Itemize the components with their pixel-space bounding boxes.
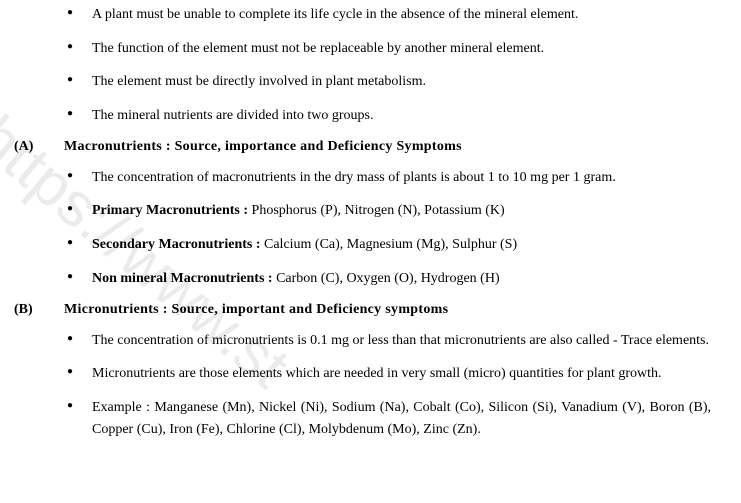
- section-a-label: (A): [10, 139, 64, 155]
- section-b-label: (B): [10, 302, 64, 318]
- list-item: A plant must be unable to complete its l…: [10, 4, 731, 26]
- list-item: Primary Macronutrients : Phosphorus (P),…: [10, 200, 731, 222]
- list-item: The element must be directly involved in…: [10, 71, 731, 93]
- section-a-title: Macronutrients : Source, importance and …: [64, 139, 462, 155]
- list-item: The concentration of macronutrients in t…: [10, 167, 731, 189]
- list-item: Example : Manganese (Mn), Nickel (Ni), S…: [10, 397, 731, 440]
- list-item: Secondary Macronutrients : Calcium (Ca),…: [10, 234, 731, 256]
- intro-bullet-list: A plant must be unable to complete its l…: [10, 4, 731, 127]
- section-a-header: (A) Macronutrients : Source, importance …: [10, 139, 731, 155]
- list-item: The function of the element must not be …: [10, 38, 731, 60]
- document-body: A plant must be unable to complete its l…: [0, 0, 741, 440]
- list-item: Non mineral Macronutrients : Carbon (C),…: [10, 268, 731, 290]
- section-b-bullet-list: The concentration of micronutrients is 0…: [10, 330, 731, 441]
- bullet-rest: Calcium (Ca), Magnesium (Mg), Sulphur (S…: [264, 237, 517, 252]
- bullet-bold: Non mineral Macronutrients :: [92, 271, 276, 286]
- bullet-rest: Phosphorus (P), Nitrogen (N), Potassium …: [252, 203, 505, 218]
- list-item: Micronutrients are those elements which …: [10, 363, 731, 385]
- bullet-bold: Secondary Macronutrients :: [92, 237, 264, 252]
- section-a-bullet-list: The concentration of macronutrients in t…: [10, 167, 731, 290]
- bullet-rest: Carbon (C), Oxygen (O), Hydrogen (H): [276, 271, 500, 286]
- section-b-title: Micronutrients : Source, important and D…: [64, 302, 448, 318]
- section-b-header: (B) Micronutrients : Source, important a…: [10, 302, 731, 318]
- list-item: The concentration of micronutrients is 0…: [10, 330, 731, 352]
- list-item: The mineral nutrients are divided into t…: [10, 105, 731, 127]
- bullet-bold: Primary Macronutrients :: [92, 203, 252, 218]
